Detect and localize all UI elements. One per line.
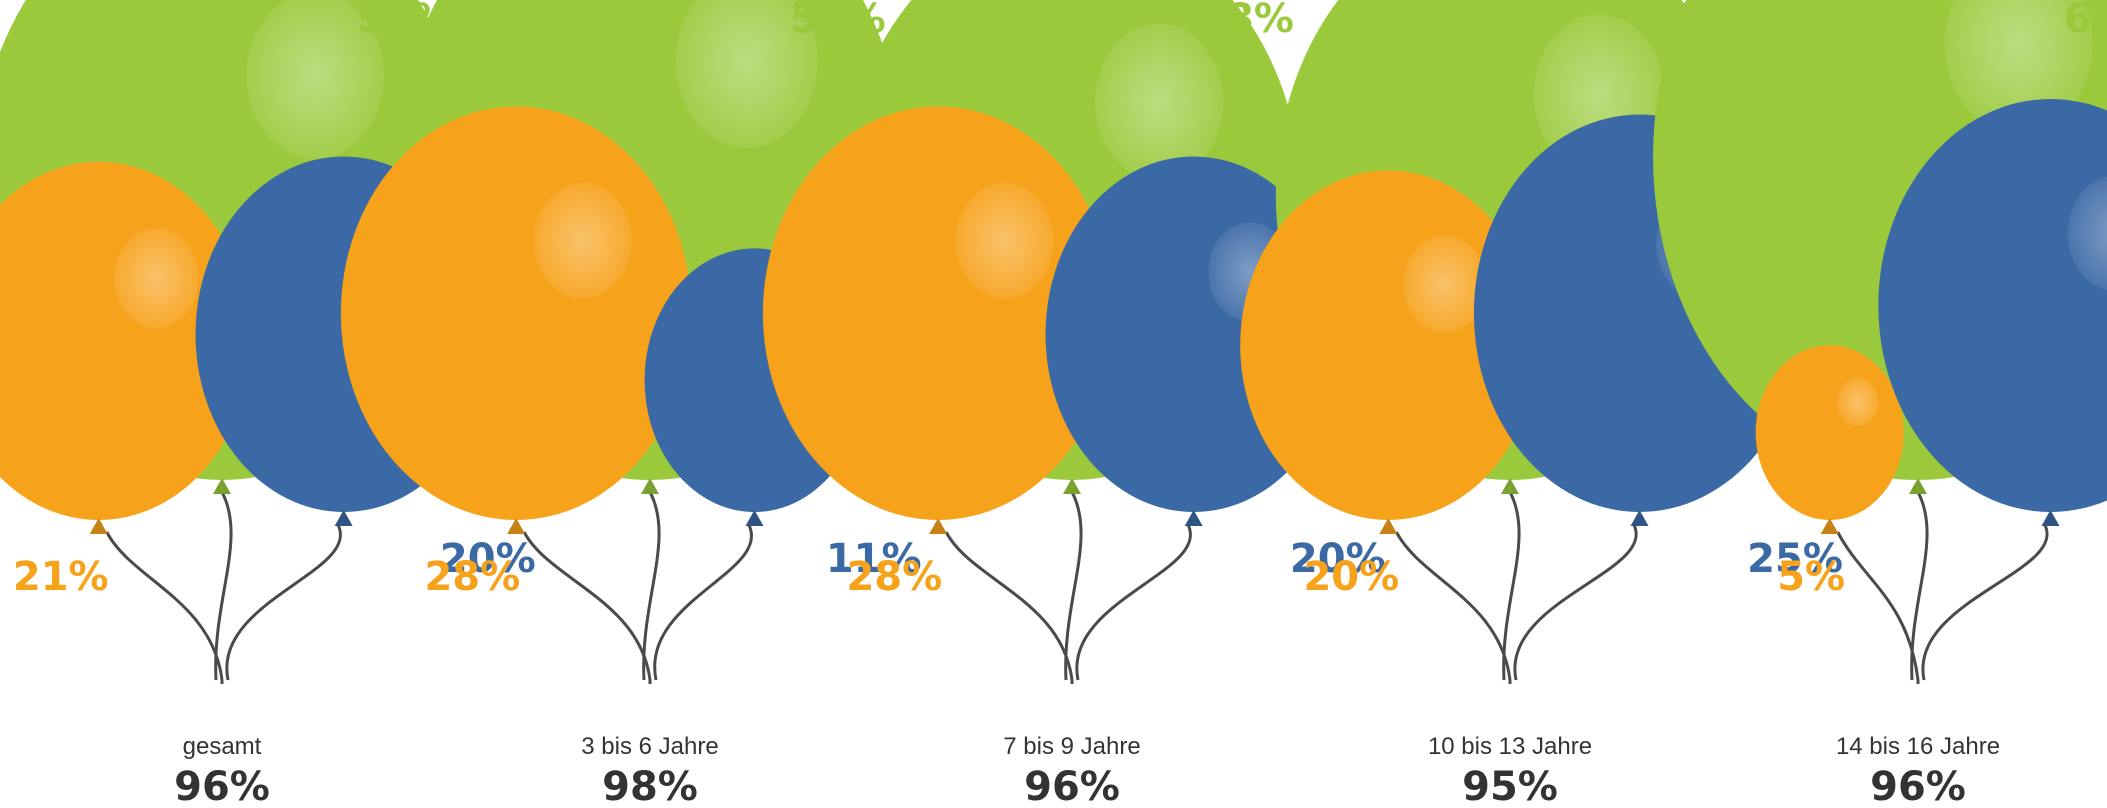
balloon-knot-blue-2 [1184,510,1203,526]
balloon-knot-green-3 [1501,478,1519,494]
balloon-knot-orange-0 [89,518,108,534]
balloon-knot-green-4 [1909,478,1927,494]
balloon-knot-green-0 [213,478,231,494]
value-labels: 55%21%20%59%28%11%48%28%20%50%20%25%64%5… [13,0,2107,600]
string-orange-1 [522,531,652,681]
balloon-knot-blue-0 [334,510,353,526]
balloon-body-orange-1 [340,106,692,520]
group-total-3: 95% [1462,764,1558,808]
string-orange-3 [1395,531,1512,681]
balloon-knot-orange-2 [929,518,948,534]
balloon-body-blue-4 [1878,99,2107,512]
group-label-4: 14 bis 16 Jahre [1836,733,2000,760]
group-captions: gesamt 96% 3 bis 6 Jahre 98% 7 bis 9 Jahre 96… [174,733,2000,808]
value-label-orange-4: 5% [1777,554,1845,600]
string-blue-2 [1075,523,1192,681]
value-label-blue-1: 11% [826,536,922,582]
string-green-2 [1064,491,1083,681]
group-label-3: 10 bis 13 Jahre [1428,733,1592,760]
value-label-green-2: 48% [1198,0,1294,42]
balloon-highlight-orange-4 [1837,377,1879,427]
balloon-knot-orange-3 [1379,518,1398,534]
group-label-0: gesamt [183,733,262,760]
balloon-orange-4 [1755,345,1904,534]
balloon-knot-green-1 [641,478,659,494]
balloons [0,0,2107,534]
balloon-knot-orange-4 [1820,518,1839,534]
string-blue-3 [1513,523,1638,681]
group-total-2: 96% [1024,764,1120,808]
balloon-body-orange-4 [1755,345,1904,520]
group-total-4: 96% [1870,764,1966,808]
value-label-blue-3: 25% [1747,536,1843,582]
group-total-1: 98% [602,764,698,808]
group-label-2: 7 bis 9 Jahre [1003,733,1140,760]
string-blue-1 [653,523,753,681]
value-label-green-4: 64% [2064,0,2107,42]
balloon-strings [105,491,2049,684]
string-blue-4 [1921,523,2049,681]
value-label-orange-1: 28% [424,554,520,600]
balloon-highlight-green-1 [675,0,818,148]
group-label-1: 3 bis 6 Jahre [581,733,718,760]
balloon-highlight-orange-2 [955,182,1054,299]
balloon-orange-1 [340,106,692,534]
balloon-highlight-green-0 [246,0,385,160]
string-orange-0 [105,531,224,681]
value-label-blue-0: 20% [440,536,536,582]
balloon-highlight-orange-1 [533,182,632,299]
balloon-highlight-orange-3 [1403,235,1487,333]
balloon-blue-4 [1878,99,2107,526]
string-green-1 [642,491,661,681]
group-total-0: 96% [174,764,270,808]
string-blue-0 [225,523,342,681]
balloon-orange-2 [762,106,1114,534]
balloon-highlight-blue-4 [2067,176,2107,291]
value-label-orange-2: 28% [846,554,942,600]
value-label-green-3: 50% [1639,0,1735,42]
balloon-knot-green-2 [1063,478,1081,494]
balloon-orange-0 [0,161,251,534]
value-label-green-0: 55% [357,0,453,42]
balloon-highlight-orange-0 [113,228,199,329]
value-label-green-1: 59% [790,0,886,42]
balloon-knot-blue-4 [2041,510,2060,526]
value-label-orange-0: 21% [13,554,109,600]
value-label-orange-3: 20% [1303,554,1399,600]
string-orange-4 [1836,531,1920,681]
balloon-knot-blue-3 [1630,510,1649,526]
balloon-knot-blue-1 [745,510,764,526]
balloon-knot-orange-1 [507,518,526,534]
string-orange-2 [944,531,1074,681]
balloon-orange-3 [1240,170,1537,534]
balloon-highlight-green-2 [1094,23,1224,181]
value-label-blue-2: 20% [1290,536,1386,582]
